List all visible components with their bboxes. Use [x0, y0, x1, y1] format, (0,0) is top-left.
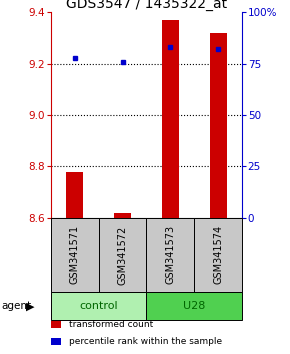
- Text: GSM341571: GSM341571: [70, 225, 80, 285]
- Text: GSM341574: GSM341574: [213, 225, 223, 285]
- Bar: [146, 292, 242, 320]
- Text: GSM341572: GSM341572: [117, 225, 128, 285]
- Bar: [162, 20, 179, 218]
- Text: agent: agent: [1, 301, 32, 311]
- Bar: [114, 213, 131, 218]
- Text: ▶: ▶: [26, 301, 35, 311]
- Bar: [146, 218, 194, 292]
- Bar: [51, 337, 61, 345]
- Title: GDS3547 / 1435322_at: GDS3547 / 1435322_at: [66, 0, 227, 11]
- Bar: [51, 218, 99, 292]
- Text: transformed count: transformed count: [69, 320, 153, 329]
- Bar: [194, 218, 242, 292]
- Text: control: control: [79, 301, 118, 311]
- Bar: [210, 33, 226, 218]
- Text: percentile rank within the sample: percentile rank within the sample: [69, 337, 222, 346]
- Text: GSM341573: GSM341573: [165, 225, 175, 285]
- Bar: [66, 172, 83, 218]
- Bar: [51, 292, 146, 320]
- Bar: [99, 218, 146, 292]
- Text: U28: U28: [183, 301, 206, 311]
- Bar: [51, 321, 61, 328]
